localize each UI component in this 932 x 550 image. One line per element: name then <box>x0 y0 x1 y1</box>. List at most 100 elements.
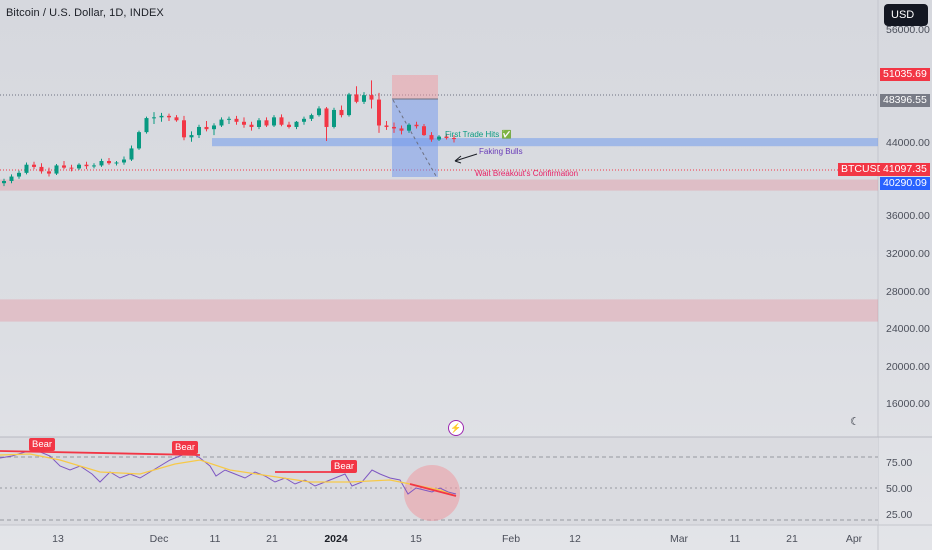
candle-body <box>152 117 156 119</box>
candle-body <box>384 125 389 127</box>
rsi-line <box>0 450 457 495</box>
rsi-tick: 50.00 <box>886 483 913 495</box>
support-price-label: 40290.09 <box>880 177 930 190</box>
position-risk-box <box>392 75 438 99</box>
candle-body <box>294 121 299 127</box>
x-tick: 2024 <box>324 533 348 545</box>
candle-body <box>24 164 29 173</box>
x-tick: 21 <box>266 533 278 545</box>
candle-body <box>392 126 396 129</box>
rsi-highlight-circle <box>404 465 460 521</box>
bear-divergence-line <box>409 483 457 497</box>
candle-body <box>347 94 351 116</box>
candle-body <box>2 180 6 184</box>
candle-body <box>129 148 134 160</box>
candle-body <box>302 118 306 122</box>
candle-body <box>122 159 126 163</box>
position-path <box>392 99 437 177</box>
x-tick: 21 <box>786 533 798 545</box>
candle-body <box>407 124 411 131</box>
x-tick: Feb <box>501 533 521 545</box>
bear-divergence-line <box>0 450 201 456</box>
candle-body <box>167 115 171 118</box>
candle-body <box>17 172 21 177</box>
candle-body <box>204 126 209 130</box>
candle-body <box>159 115 164 118</box>
lightning-icon[interactable]: ⚡ <box>448 420 464 436</box>
candle-body <box>437 136 441 140</box>
candle-body <box>279 117 284 125</box>
symbol-label: BTCUSD <box>838 163 888 176</box>
candle-body <box>182 120 186 138</box>
candle-body <box>332 109 336 127</box>
candle-body <box>114 162 119 164</box>
candle-body <box>444 136 449 139</box>
candle-body <box>287 124 291 127</box>
rsi-tick: 75.00 <box>886 457 913 469</box>
candle-body <box>249 124 254 127</box>
faking-bulls-annotation: Faking Bulls <box>479 147 523 156</box>
bear-label: Bear <box>331 460 358 473</box>
x-tick: 11 <box>209 533 221 545</box>
candle-body <box>144 118 149 133</box>
x-tick: 15 <box>410 533 422 545</box>
breakout-annotation: Wait Breakout's Confirmation <box>475 169 579 178</box>
candle-body <box>137 132 141 149</box>
candle-body <box>429 135 434 140</box>
x-tick: 13 <box>52 533 64 545</box>
candle-body <box>422 126 426 136</box>
candle-body <box>99 161 104 166</box>
faking-bulls-arrowhead <box>454 155 462 164</box>
candle-body <box>354 94 359 102</box>
candle-body <box>272 117 276 126</box>
moon-icon[interactable]: ☾ <box>850 416 860 428</box>
chart-title: Bitcoin / U.S. Dollar, 1D, INDEX <box>6 7 164 19</box>
y-tick: 56000.00 <box>886 24 930 36</box>
support-zone <box>212 138 878 147</box>
candle-body <box>339 109 344 116</box>
candle-body <box>219 119 224 126</box>
x-tick: Mar <box>669 533 689 545</box>
candle-body <box>197 126 201 136</box>
candle-body <box>92 165 96 167</box>
candle-body <box>414 124 419 127</box>
candle-body <box>84 164 89 167</box>
last-close-price-label: 48396.55 <box>880 94 930 107</box>
candle-body <box>362 95 366 102</box>
candle-body <box>317 108 321 116</box>
x-tick: 12 <box>569 533 581 545</box>
y-tick: 24000.00 <box>886 323 930 335</box>
x-tick: Dec <box>149 533 169 545</box>
y-tick: 28000.00 <box>886 286 930 298</box>
candle-body <box>39 166 44 172</box>
candle-body <box>69 167 74 169</box>
candle-body <box>264 120 269 126</box>
candle-body <box>242 121 246 125</box>
first-trade-annotation: First Trade Hits ✅ <box>445 130 512 139</box>
candle-body <box>32 164 36 167</box>
candle-body <box>227 118 231 120</box>
y-tick: 16000.00 <box>886 398 930 410</box>
currency-button[interactable]: USD <box>884 4 928 26</box>
candle-body <box>234 118 239 122</box>
current-price-label: 41097.35 <box>880 163 930 176</box>
y-tick: 36000.00 <box>886 210 930 222</box>
rsi-tick: 25.00 <box>886 509 913 521</box>
candle-body <box>9 176 14 181</box>
resistance-zone <box>0 179 878 191</box>
y-tick: 20000.00 <box>886 361 930 373</box>
bear-label: Bear <box>172 441 199 454</box>
candle-body <box>189 135 194 138</box>
lower-zone <box>0 299 878 322</box>
candle-body <box>324 108 329 127</box>
candle-body <box>257 120 261 127</box>
candle-body <box>77 164 81 169</box>
bear-label: Bear <box>29 438 56 451</box>
y-tick: 44000.00 <box>886 137 930 149</box>
faking-bulls-arrow <box>454 153 478 162</box>
candle-body <box>377 99 381 126</box>
x-tick: Apr <box>845 533 863 545</box>
x-tick: 11 <box>729 533 741 545</box>
